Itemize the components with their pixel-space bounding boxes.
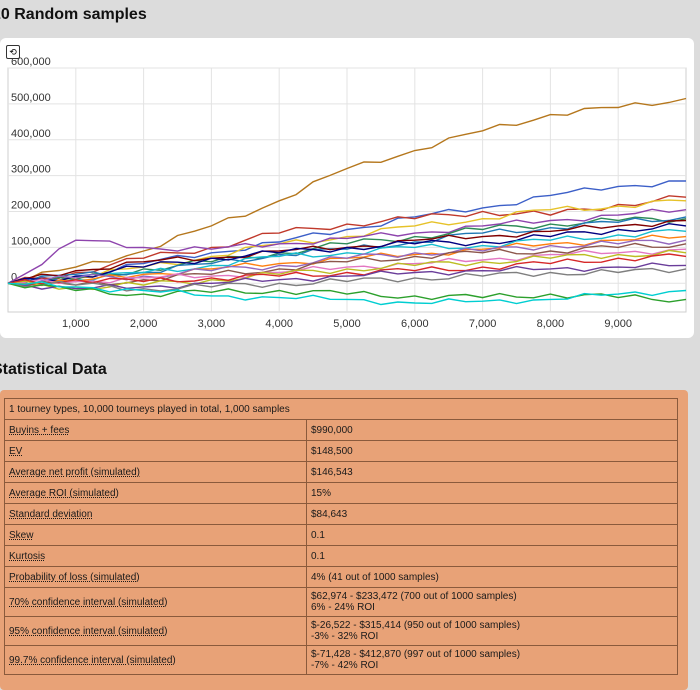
line-chart: 0 100,000 200,000 300,000 400,000 500,000 600,… (7, 56, 687, 330)
stats-header-cell: 1 tourney types, 10,000 tourneys played … (4, 398, 678, 420)
stats-header-row: 1 tourney types, 10,000 tourneys played … (4, 398, 678, 420)
y-tick-label: 200,000 (11, 200, 51, 212)
stats-label[interactable]: Standard deviation (9, 508, 93, 520)
stats-label[interactable]: Skew (9, 529, 34, 541)
stats-row: Kurtosis 0.1 (4, 545, 678, 567)
series-line (7, 253, 687, 285)
stats-label[interactable]: Average ROI (simulated) (9, 487, 119, 499)
stats-value: $990,000 (311, 424, 353, 436)
x-tick-label: 7,000 (469, 318, 497, 330)
stats-row: EV $148,500 (4, 440, 678, 462)
stats-value-cell: 4% (41 out of 1000 samples) (306, 566, 678, 588)
x-tick-label: 6,000 (401, 318, 429, 330)
series-line (7, 249, 687, 291)
stats-value: $-26,522 - $315,414 (950 out of 1000 sam… (311, 620, 521, 631)
stats-value-cell: $990,000 (306, 419, 678, 441)
series-line (7, 228, 687, 285)
stats-label[interactable]: Probability of loss (simulated) (9, 571, 140, 583)
y-tick-label: 100,000 (11, 235, 51, 247)
x-tick-label: 1,000 (62, 318, 90, 330)
stats-value: 0.1 (311, 529, 325, 541)
x-tick-label: 5,000 (333, 318, 361, 330)
stats-value-cell: $146,543 (306, 461, 678, 483)
stats-panel: 1 tourney types, 10,000 tourneys played … (0, 390, 688, 690)
series-line (7, 180, 686, 284)
stats-label[interactable]: Buyins + fees (9, 424, 70, 436)
stats-value-roi: 6% - 24% ROI (311, 602, 375, 613)
stats-label[interactable]: 95% confidence interval (simulated) (9, 625, 168, 637)
stats-label-cell: Average net profit (simulated) (4, 461, 307, 483)
stats-label[interactable]: 70% confidence interval (simulated) (9, 596, 168, 608)
stats-row: Skew 0.1 (4, 524, 678, 546)
stats-row: 70% confidence interval (simulated) $62,9… (4, 587, 678, 617)
stats-label[interactable]: Kurtosis (9, 550, 46, 562)
stats-row: 95% confidence interval (simulated) $-26,… (4, 616, 678, 646)
stats-value-cell: $-26,522 - $315,414 (950 out of 1000 sam… (306, 616, 678, 646)
stats-label-cell: Standard deviation (4, 503, 307, 525)
stats-row: Standard deviation $84,643 (4, 503, 678, 525)
stats-label[interactable]: Average net profit (simulated) (9, 466, 140, 478)
stats-row: Probability of loss (simulated) 4% (41 ou… (4, 566, 678, 588)
y-tick-label: 600,000 (11, 56, 51, 68)
stats-label-cell: Buyins + fees (4, 419, 307, 441)
stats-row: Average net profit (simulated) $146,543 (4, 461, 678, 483)
stats-row: Buyins + fees $990,000 (4, 419, 678, 441)
series-line (7, 208, 687, 284)
chart-zoom-reset-button[interactable]: ⟲ (6, 45, 20, 59)
y-tick-label: 400,000 (11, 128, 51, 140)
x-tick-label: 2,000 (130, 318, 158, 330)
stats-label-cell: 99.7% confidence interval (simulated) (4, 645, 307, 675)
stats-label-cell: Kurtosis (4, 545, 307, 567)
stats-table: 1 tourney types, 10,000 tourneys played … (4, 398, 678, 675)
stats-value-cell: $-71,428 - $412,870 (997 out of 1000 sam… (306, 645, 678, 675)
y-tick-label: 300,000 (11, 164, 51, 176)
stats-label-cell: Average ROI (simulated) (4, 482, 307, 504)
stats-value-cell: 15% (306, 482, 678, 504)
x-tick-label: 8,000 (537, 318, 565, 330)
stats-label[interactable]: 99.7% confidence interval (simulated) (9, 654, 176, 666)
stats-value-roi: -7% - 42% ROI (311, 660, 379, 671)
stats-value-cell: $148,500 (306, 440, 678, 462)
chart-panel: 0 100,000 200,000 300,000 400,000 500,000 600,… (0, 38, 694, 338)
series-line (7, 281, 687, 306)
stats-value: $146,543 (311, 466, 353, 478)
stats-value: 4% (41 out of 1000 samples) (311, 571, 439, 583)
stats-row: 99.7% confidence interval (simulated) $-7… (4, 645, 678, 675)
stats-value: $84,643 (311, 508, 348, 520)
y-tick-label: 0 (11, 271, 17, 283)
series-line (7, 262, 687, 290)
stats-value-roi: -3% - 32% ROI (311, 631, 379, 642)
series-line (7, 222, 687, 284)
stats-value: $148,500 (311, 445, 353, 457)
stats-label-cell: EV (4, 440, 307, 462)
series-line (7, 97, 687, 284)
chart-section-title: 20 Random samples (0, 6, 147, 23)
stats-value: 15% (311, 487, 332, 499)
x-tick-label: 3,000 (198, 318, 226, 330)
stats-label-cell: Probability of loss (simulated) (4, 566, 307, 588)
stats-row: Average ROI (simulated) 15% (4, 482, 678, 504)
y-tick-label: 500,000 (11, 92, 51, 104)
stats-value: $-71,428 - $412,870 (997 out of 1000 sam… (311, 649, 521, 660)
stats-section-title: Statistical Data (0, 361, 107, 378)
series-line (7, 267, 687, 292)
stats-value: 0.1 (311, 550, 325, 562)
stats-label-cell: 70% confidence interval (simulated) (4, 587, 307, 617)
series-line (7, 195, 687, 284)
stats-value-cell: $62,974 - $233,472 (700 out of 1000 samp… (306, 587, 678, 617)
stats-label-cell: Skew (4, 524, 307, 546)
stats-label-cell: 95% confidence interval (simulated) (4, 616, 307, 646)
stats-value-cell: 0.1 (306, 524, 678, 546)
x-tick-label: 4,000 (265, 318, 293, 330)
series-line (7, 199, 687, 285)
x-tick-label: 9,000 (604, 318, 632, 330)
series-line (7, 216, 687, 284)
stats-label[interactable]: EV (9, 445, 23, 457)
stats-value: $62,974 - $233,472 (700 out of 1000 samp… (311, 591, 517, 602)
stats-value-cell: 0.1 (306, 545, 678, 567)
stats-value-cell: $84,643 (306, 503, 678, 525)
